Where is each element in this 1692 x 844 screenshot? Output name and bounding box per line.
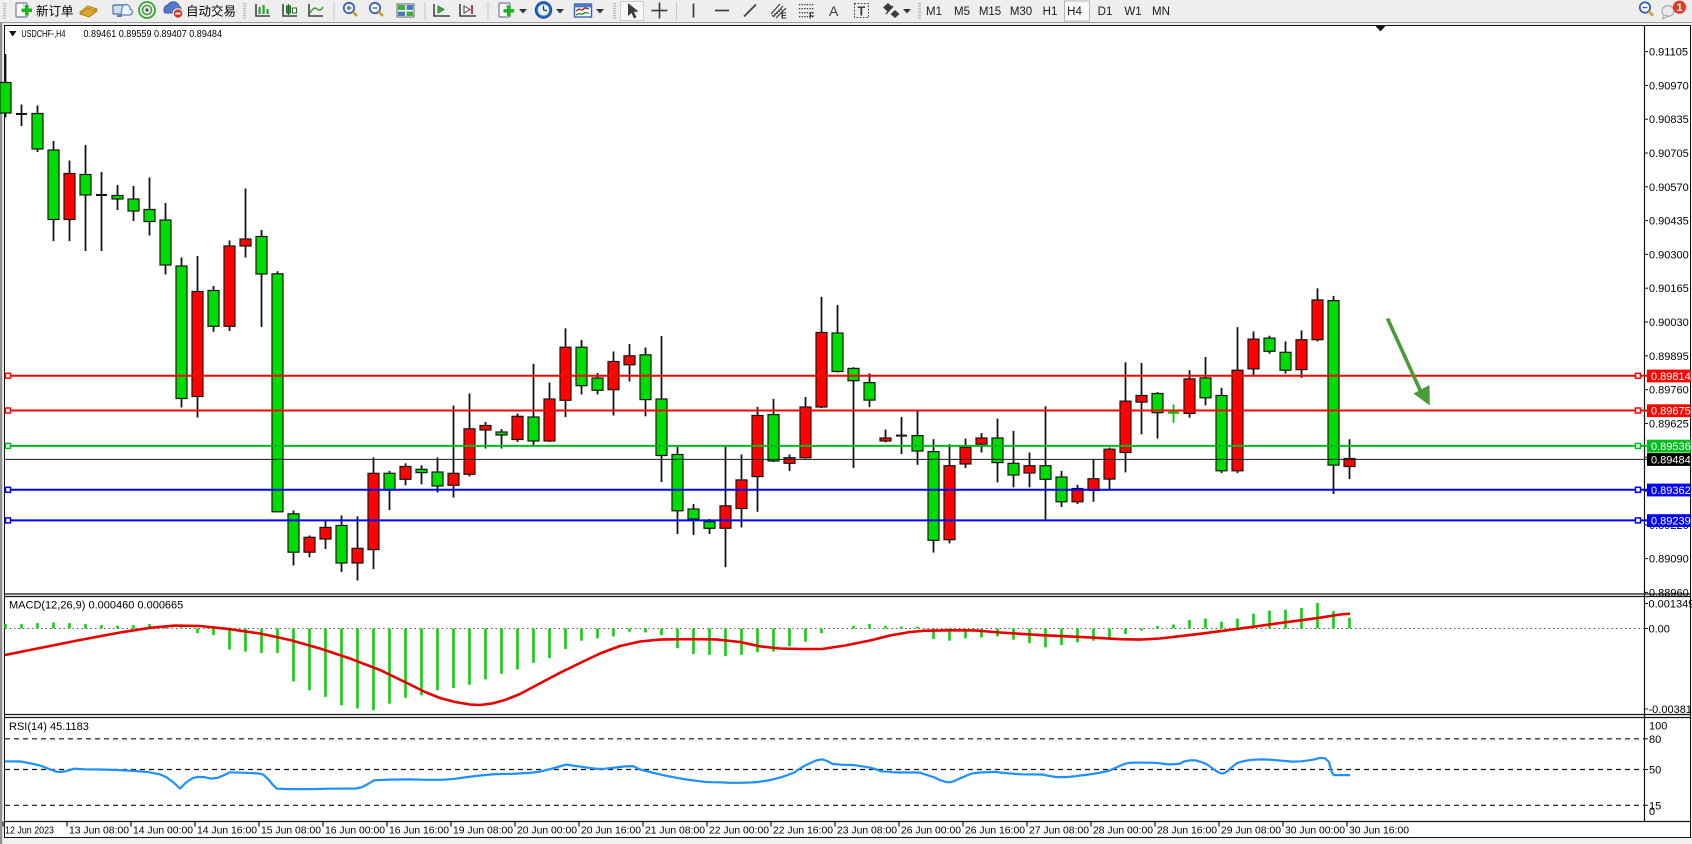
svg-text:0.89362: 0.89362 [1651,485,1691,497]
svg-text:16 Jun 00:00: 16 Jun 00:00 [325,826,385,837]
svg-text:H1: H1 [1043,6,1058,18]
svg-text:100: 100 [1649,721,1667,733]
svg-text:20 Jun 00:00: 20 Jun 00:00 [517,826,577,837]
svg-text:T: T [858,5,866,19]
svg-text:22 Jun 16:00: 22 Jun 16:00 [773,826,833,837]
svg-text:12 Jun 2023: 12 Jun 2023 [5,826,54,837]
svg-text:F: F [809,11,814,21]
svg-text:M1: M1 [926,6,942,18]
svg-text:0.90970: 0.90970 [1649,80,1689,92]
svg-text:26 Jun 16:00: 26 Jun 16:00 [965,826,1025,837]
svg-text:0.90705: 0.90705 [1649,148,1689,160]
svg-text:0.89484: 0.89484 [1651,455,1691,467]
svg-text:0.89895: 0.89895 [1649,351,1689,363]
svg-text:H4: H4 [1067,6,1082,18]
svg-text:M30: M30 [1010,6,1032,18]
svg-text:0.89536: 0.89536 [1651,441,1691,453]
svg-text:14 Jun 16:00: 14 Jun 16:00 [197,826,257,837]
svg-text:RSI(14) 45.1183: RSI(14) 45.1183 [9,721,89,733]
svg-text:A: A [829,3,839,19]
svg-text:0.89461 0.89559 0.89407 0.8948: 0.89461 0.89559 0.89407 0.89484 [84,28,223,40]
svg-text:30 Jun 16:00: 30 Jun 16:00 [1349,826,1409,837]
svg-text:0.90165: 0.90165 [1649,283,1689,295]
svg-text:0.89814: 0.89814 [1651,371,1691,383]
svg-text:0.90030: 0.90030 [1649,317,1689,329]
svg-text:22 Jun 00:00: 22 Jun 00:00 [709,826,769,837]
svg-text:MN: MN [1152,6,1170,18]
svg-text:USDCHF-,H4: USDCHF-,H4 [21,28,65,40]
svg-text:0.89090: 0.89090 [1649,554,1689,566]
svg-text:0.89239: 0.89239 [1651,516,1691,528]
svg-text:0.88960: 0.88960 [1649,587,1689,599]
svg-text:26 Jun 00:00: 26 Jun 00:00 [901,826,961,837]
svg-text:0.90570: 0.90570 [1649,182,1689,194]
svg-text:30 Jun 00:00: 30 Jun 00:00 [1285,826,1345,837]
svg-text:-0.00381: -0.00381 [1649,704,1692,716]
svg-text:0.90435: 0.90435 [1649,216,1689,228]
svg-text:0.89675: 0.89675 [1651,406,1691,418]
svg-text:0.90835: 0.90835 [1649,114,1689,126]
svg-text:0: 0 [1649,806,1655,818]
svg-text:M5: M5 [954,6,970,18]
svg-text:MACD(12,26,9) 0.000460 0.00066: MACD(12,26,9) 0.000460 0.000665 [9,600,183,612]
svg-text:21 Jun 08:00: 21 Jun 08:00 [645,826,705,837]
svg-text:D1: D1 [1098,6,1113,18]
svg-text:50: 50 [1649,765,1661,777]
svg-text:27 Jun 08:00: 27 Jun 08:00 [1029,826,1089,837]
svg-text:23 Jun 08:00: 23 Jun 08:00 [837,826,897,837]
svg-text:0.91105: 0.91105 [1649,47,1688,59]
svg-text:W1: W1 [1124,6,1141,18]
svg-text:19 Jun 08:00: 19 Jun 08:00 [453,826,513,837]
svg-text:0.89760: 0.89760 [1649,385,1689,397]
svg-text:新订单: 新订单 [36,4,74,19]
svg-text:16 Jun 16:00: 16 Jun 16:00 [389,826,449,837]
svg-text:28 Jun 00:00: 28 Jun 00:00 [1093,826,1153,837]
svg-text:M15: M15 [979,6,1001,18]
svg-text:13 Jun 08:00: 13 Jun 08:00 [69,826,129,837]
svg-text:1: 1 [1676,2,1682,14]
svg-text:15 Jun 08:00: 15 Jun 08:00 [261,826,321,837]
svg-text:0.90300: 0.90300 [1649,249,1689,261]
svg-text:0.00: 0.00 [1649,624,1670,636]
svg-text:14 Jun 00:00: 14 Jun 00:00 [133,826,193,837]
svg-text:15: 15 [1649,800,1661,812]
svg-text:自动交易: 自动交易 [186,4,236,19]
svg-text:29 Jun 08:00: 29 Jun 08:00 [1221,826,1281,837]
svg-text:0.001349: 0.001349 [1649,599,1692,611]
svg-text:80: 80 [1649,734,1661,746]
svg-text:E: E [781,11,787,21]
svg-text:28 Jun 16:00: 28 Jun 16:00 [1157,826,1217,837]
svg-text:0.89625: 0.89625 [1649,418,1689,430]
svg-text:20 Jun 16:00: 20 Jun 16:00 [581,826,641,837]
